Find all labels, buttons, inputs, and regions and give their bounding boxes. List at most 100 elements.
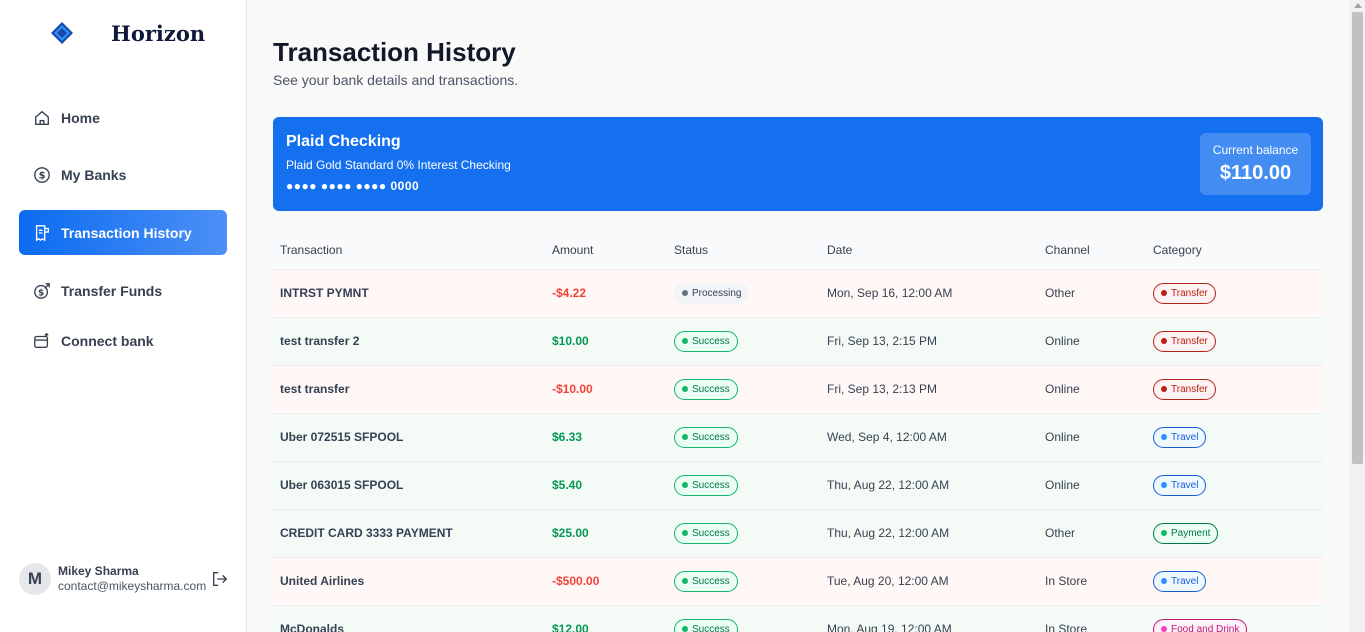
user-email: contact@mikeysharma.com	[58, 579, 207, 593]
column-header: Status	[667, 231, 820, 270]
table-row[interactable]: CREDIT CARD 3333 PAYMENT $25.00 Success Thu…	[273, 509, 1323, 558]
transaction-date: Fri, Sep 13, 2:15 PM	[827, 334, 938, 348]
status-badge: Processing	[674, 282, 750, 304]
bank-info-card: Plaid Checking Plaid Gold Standard 0% In…	[273, 117, 1323, 211]
money-send-icon: $	[32, 281, 52, 301]
avatar[interactable]: M	[19, 563, 51, 595]
transaction-name: Uber 063015 SFPOOL	[280, 478, 404, 492]
transaction-date: Mon, Sep 16, 12:00 AM	[827, 286, 953, 300]
transaction-date: Tue, Aug 20, 12:00 AM	[827, 574, 949, 588]
scrollbar-thumb[interactable]	[1352, 12, 1363, 464]
status-dot-icon	[682, 338, 688, 344]
page-scrollbar[interactable]	[1350, 0, 1365, 632]
transaction-name: test transfer 2	[280, 334, 360, 348]
column-header: Channel	[1038, 231, 1146, 270]
category-dot-icon	[1161, 434, 1167, 440]
main-content: Transaction History See your bank detail…	[247, 0, 1350, 632]
category-dot-icon	[1161, 290, 1167, 296]
sidebar-item-transaction-history[interactable]: Transaction History	[19, 210, 227, 255]
status-badge: Success	[674, 474, 738, 496]
column-header: Transaction	[273, 231, 545, 270]
svg-text:$: $	[39, 170, 46, 181]
sidebar-item-label: Transfer Funds	[61, 282, 163, 299]
status-badge: Success	[674, 618, 738, 632]
status-dot-icon	[682, 626, 688, 632]
table-row[interactable]: United Airlines -$500.00 Success Tue, Aug 2…	[273, 557, 1323, 606]
status-label: Processing	[692, 287, 742, 299]
status-dot-icon	[682, 290, 688, 296]
transaction-channel: In Store	[1045, 622, 1088, 632]
logo[interactable]: Horizon	[50, 18, 205, 48]
transactions-table: Transaction Amount Status Date Channel C…	[273, 231, 1323, 632]
scroll-up-arrow-icon[interactable]	[1354, 3, 1362, 8]
transaction-amount: -$500.00	[552, 574, 600, 588]
status-badge: Success	[674, 522, 738, 544]
status-dot-icon	[682, 482, 688, 488]
logout-icon[interactable]	[211, 570, 229, 588]
status-label: Success	[692, 479, 730, 491]
sidebar-item-label: My Banks	[61, 166, 127, 183]
dollar-circle-icon: $	[32, 165, 52, 185]
horizon-logo-icon	[51, 22, 73, 44]
transaction-date: Mon, Aug 19, 12:00 AM	[827, 622, 952, 632]
sidebar-item-transfer-funds[interactable]: $ Transfer Funds	[19, 268, 227, 313]
transaction-name: test transfer	[280, 382, 350, 396]
transaction-name: CREDIT CARD 3333 PAYMENT	[280, 526, 453, 540]
table-row[interactable]: INTRST PYMNT -$4.22 Processing Mon, Sep 16,…	[273, 269, 1323, 318]
user-name: Mikey Sharma	[58, 564, 139, 578]
page-title: Transaction History	[273, 37, 516, 67]
transaction-amount: $6.33	[552, 430, 583, 444]
sidebar-item-my-banks[interactable]: $ My Banks	[19, 152, 227, 197]
sidebar-item-label: Transaction History	[61, 224, 192, 241]
transaction-date: Fri, Sep 13, 2:13 PM	[827, 382, 938, 396]
transaction-date: Thu, Aug 22, 12:00 AM	[827, 526, 950, 540]
category-badge: Transfer	[1153, 282, 1216, 304]
sidebar-item-connect-bank[interactable]: Connect bank	[19, 318, 227, 363]
transaction-amount: $25.00	[552, 526, 589, 540]
category-label: Travel	[1171, 479, 1199, 491]
transaction-date: Thu, Aug 22, 12:00 AM	[827, 478, 950, 492]
balance-label: Current balance	[1212, 143, 1299, 157]
category-label: Transfer	[1171, 383, 1208, 395]
sidebar-item-home[interactable]: Home	[19, 95, 227, 140]
category-badge: Travel	[1153, 570, 1207, 592]
sidebar-item-label: Home	[61, 109, 100, 126]
status-label: Success	[692, 431, 730, 443]
status-label: Success	[692, 335, 730, 347]
status-dot-icon	[682, 434, 688, 440]
transaction-channel: Other	[1045, 286, 1076, 300]
bank-name: Plaid Checking	[286, 133, 401, 150]
home-icon	[32, 108, 52, 128]
category-dot-icon	[1161, 530, 1167, 536]
category-label: Travel	[1171, 575, 1199, 587]
column-header: Date	[820, 231, 1038, 270]
table-row[interactable]: test transfer 2 $10.00 Success Fri, Sep 13,…	[273, 317, 1323, 366]
category-badge: Travel	[1153, 474, 1207, 496]
transaction-channel: Online	[1045, 382, 1080, 396]
table-row[interactable]: test transfer -$10.00 Success Fri, Sep 13, …	[273, 365, 1323, 414]
account-mask: ●●●● ●●●● ●●●● 0000	[286, 179, 420, 193]
status-dot-icon	[682, 386, 688, 392]
status-badge: Success	[674, 330, 738, 352]
category-dot-icon	[1161, 338, 1167, 344]
bank-official-name: Plaid Gold Standard 0% Interest Checking	[286, 158, 511, 172]
page-subtitle: See your bank details and transactions.	[273, 72, 519, 88]
balance-value: $110.00	[1219, 162, 1292, 184]
status-dot-icon	[682, 530, 688, 536]
transaction-name: Uber 072515 SFPOOL	[280, 430, 404, 444]
table-row[interactable]: Uber 063015 SFPOOL $5.40 Success Thu, Aug 2…	[273, 461, 1323, 510]
category-badge: Food and Drink	[1153, 618, 1248, 632]
category-badge: Travel	[1153, 426, 1207, 448]
sidebar: Horizon Home $ My Banks Transaction Hist…	[0, 0, 247, 632]
table-row[interactable]: Uber 072515 SFPOOL $6.33 Success Wed, Sep 4…	[273, 413, 1323, 462]
category-dot-icon	[1161, 482, 1167, 488]
category-badge: Transfer	[1153, 378, 1216, 400]
category-dot-icon	[1161, 578, 1167, 584]
transaction-amount: $5.40	[552, 478, 583, 492]
app-name: Horizon	[111, 20, 206, 46]
svg-text:$: $	[38, 288, 44, 298]
column-header: Amount	[545, 231, 667, 270]
status-label: Success	[692, 575, 730, 587]
category-label: Food and Drink	[1171, 623, 1240, 632]
table-row[interactable]: McDonalds $12.00 Success Mon, Aug 19, 12:00…	[273, 605, 1323, 632]
